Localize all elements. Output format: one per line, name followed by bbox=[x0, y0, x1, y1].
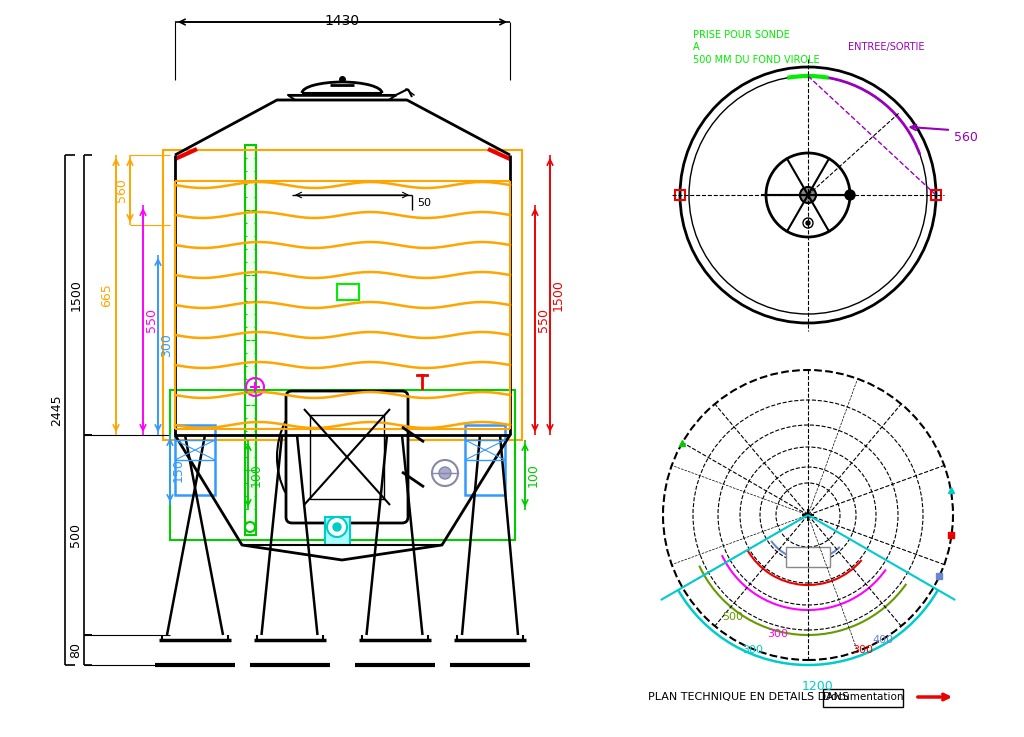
Bar bbox=[310, 415, 384, 499]
Text: 400: 400 bbox=[872, 635, 894, 645]
Circle shape bbox=[803, 218, 813, 228]
Text: 300: 300 bbox=[768, 629, 788, 639]
Circle shape bbox=[766, 153, 850, 237]
Bar bbox=[337, 284, 359, 300]
Circle shape bbox=[663, 370, 953, 660]
Text: ENTREE/SORTIE: ENTREE/SORTIE bbox=[848, 42, 925, 52]
Circle shape bbox=[439, 467, 451, 479]
Text: 1500: 1500 bbox=[552, 279, 565, 311]
Circle shape bbox=[689, 76, 927, 314]
FancyBboxPatch shape bbox=[286, 391, 408, 523]
Text: 500: 500 bbox=[723, 612, 743, 622]
Text: 1500: 1500 bbox=[70, 279, 83, 311]
Bar bbox=[465, 425, 505, 495]
Text: Documentation: Documentation bbox=[822, 692, 903, 702]
Text: 300: 300 bbox=[853, 645, 873, 655]
Text: PRISE POUR SONDE
A
500 MM DU FOND VIROLE: PRISE POUR SONDE A 500 MM DU FOND VIROLE bbox=[693, 30, 819, 65]
Bar bbox=[675, 190, 685, 200]
Bar bbox=[325, 517, 350, 545]
Text: 1430: 1430 bbox=[325, 14, 360, 28]
Bar bbox=[175, 425, 215, 495]
Text: 1200: 1200 bbox=[802, 680, 834, 693]
Text: 100: 100 bbox=[527, 463, 540, 487]
Circle shape bbox=[245, 522, 255, 532]
Text: 550: 550 bbox=[537, 308, 550, 332]
Circle shape bbox=[806, 221, 810, 225]
Text: 50: 50 bbox=[417, 198, 431, 208]
Text: 300: 300 bbox=[160, 333, 173, 357]
Circle shape bbox=[845, 190, 855, 200]
Bar bbox=[786, 547, 830, 567]
Text: 500: 500 bbox=[70, 523, 83, 547]
Text: 80: 80 bbox=[70, 642, 83, 658]
Text: 550: 550 bbox=[145, 308, 158, 332]
Text: 300: 300 bbox=[742, 645, 764, 655]
Bar bbox=[931, 190, 941, 200]
Circle shape bbox=[800, 187, 816, 203]
Circle shape bbox=[333, 523, 341, 531]
Text: 560: 560 bbox=[115, 178, 128, 202]
Bar bbox=[823, 689, 903, 707]
Circle shape bbox=[327, 517, 347, 537]
Circle shape bbox=[680, 67, 936, 323]
Text: 150: 150 bbox=[172, 458, 185, 482]
Bar bbox=[170, 390, 515, 540]
Text: 665: 665 bbox=[100, 283, 114, 307]
Text: 2445: 2445 bbox=[50, 394, 63, 426]
Text: PLAN TECHNIQUE EN DETAILS DANS: PLAN TECHNIQUE EN DETAILS DANS bbox=[648, 692, 849, 702]
Text: 100: 100 bbox=[250, 463, 263, 487]
Circle shape bbox=[432, 460, 458, 486]
Bar bbox=[163, 150, 522, 440]
Text: 560: 560 bbox=[954, 130, 978, 144]
Bar bbox=[245, 145, 256, 535]
